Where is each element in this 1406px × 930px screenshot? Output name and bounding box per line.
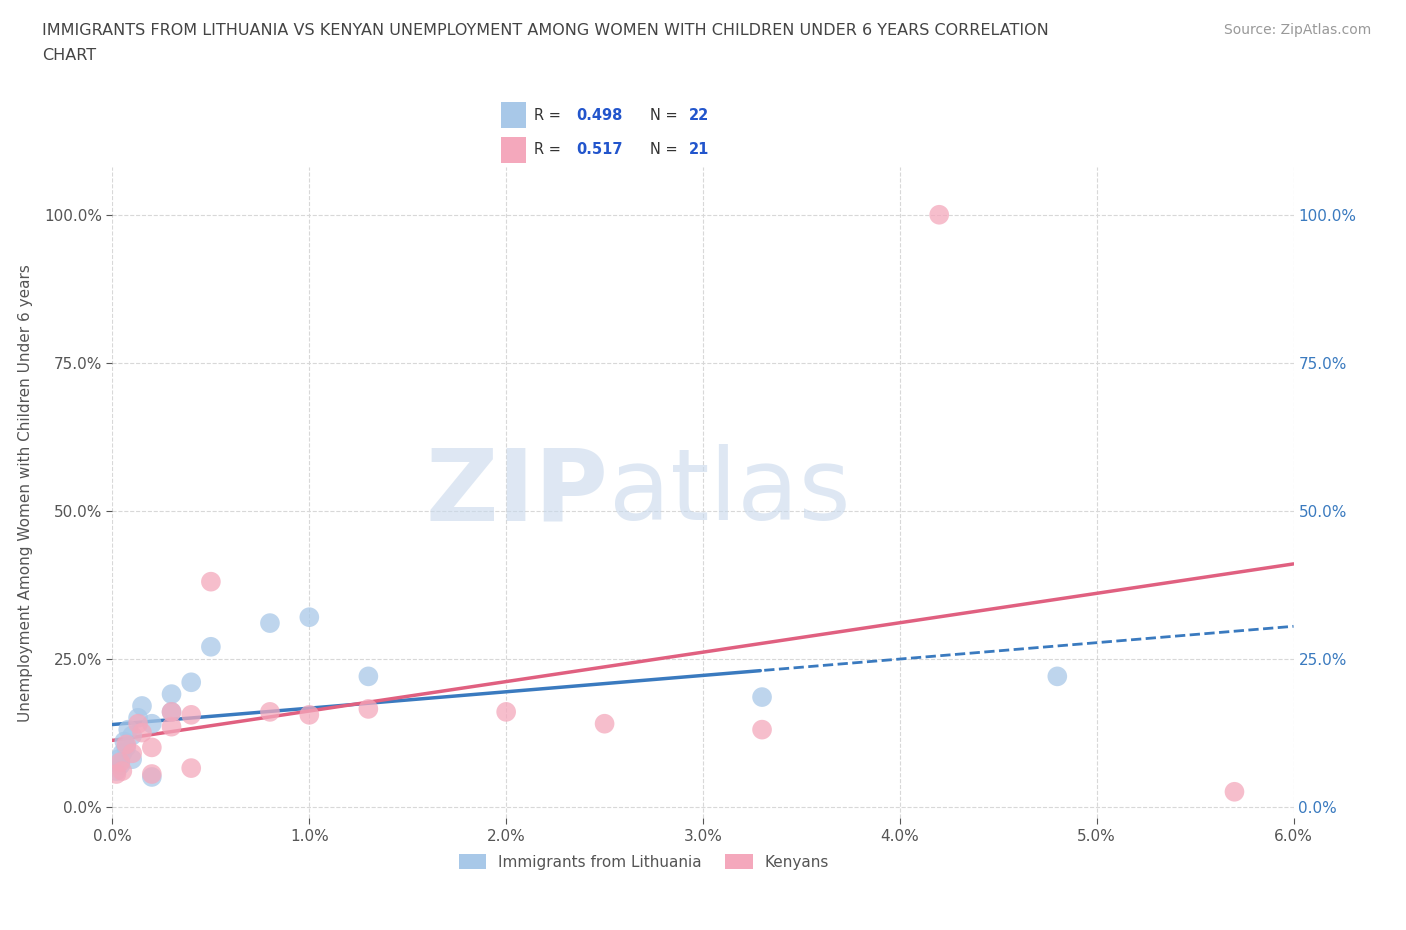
- Text: ZIP: ZIP: [426, 445, 609, 541]
- Point: [141, 740, 163, 755]
- Point: [495, 704, 517, 719]
- Text: N =: N =: [650, 108, 682, 123]
- Point: [110, 755, 132, 770]
- Point: [121, 746, 143, 761]
- Point: [115, 740, 138, 755]
- Point: [1223, 784, 1246, 799]
- FancyBboxPatch shape: [501, 138, 526, 163]
- Point: [121, 751, 143, 766]
- Point: [160, 704, 183, 719]
- Text: R =: R =: [534, 142, 565, 157]
- Point: [357, 669, 380, 684]
- Point: [180, 708, 202, 723]
- Point: [1046, 669, 1069, 684]
- Point: [298, 610, 321, 625]
- Text: 21: 21: [689, 142, 709, 157]
- Text: Source: ZipAtlas.com: Source: ZipAtlas.com: [1223, 23, 1371, 37]
- Point: [141, 716, 163, 731]
- Point: [357, 701, 380, 716]
- Point: [131, 725, 153, 740]
- Text: 0.517: 0.517: [576, 142, 623, 157]
- Point: [928, 207, 950, 222]
- Point: [180, 761, 202, 776]
- Point: [105, 764, 128, 778]
- Text: CHART: CHART: [42, 48, 96, 63]
- Point: [112, 734, 135, 749]
- FancyBboxPatch shape: [501, 102, 526, 127]
- Point: [111, 746, 134, 761]
- Point: [127, 716, 149, 731]
- Text: atlas: atlas: [609, 445, 851, 541]
- Text: R =: R =: [534, 108, 565, 123]
- Point: [107, 751, 129, 766]
- Text: 22: 22: [689, 108, 709, 123]
- Text: N =: N =: [650, 142, 682, 157]
- Point: [160, 686, 183, 701]
- Text: IMMIGRANTS FROM LITHUANIA VS KENYAN UNEMPLOYMENT AMONG WOMEN WITH CHILDREN UNDER: IMMIGRANTS FROM LITHUANIA VS KENYAN UNEM…: [42, 23, 1049, 38]
- Point: [593, 716, 616, 731]
- Point: [105, 766, 128, 781]
- Point: [160, 704, 183, 719]
- Point: [141, 766, 163, 781]
- Y-axis label: Unemployment Among Women with Children Under 6 years: Unemployment Among Women with Children U…: [18, 264, 32, 722]
- Legend: Immigrants from Lithuania, Kenyans: Immigrants from Lithuania, Kenyans: [453, 847, 835, 876]
- Point: [141, 769, 163, 784]
- Point: [751, 690, 773, 705]
- Point: [115, 737, 138, 751]
- Point: [751, 723, 773, 737]
- Text: 0.498: 0.498: [576, 108, 623, 123]
- Point: [180, 675, 202, 690]
- Point: [200, 574, 222, 589]
- Point: [200, 639, 222, 654]
- Point: [131, 698, 153, 713]
- Point: [259, 704, 281, 719]
- Point: [160, 719, 183, 734]
- Point: [121, 728, 143, 743]
- Point: [117, 723, 139, 737]
- Point: [259, 616, 281, 631]
- Point: [298, 708, 321, 723]
- Point: [111, 764, 134, 778]
- Point: [127, 711, 149, 725]
- Point: [110, 758, 132, 773]
